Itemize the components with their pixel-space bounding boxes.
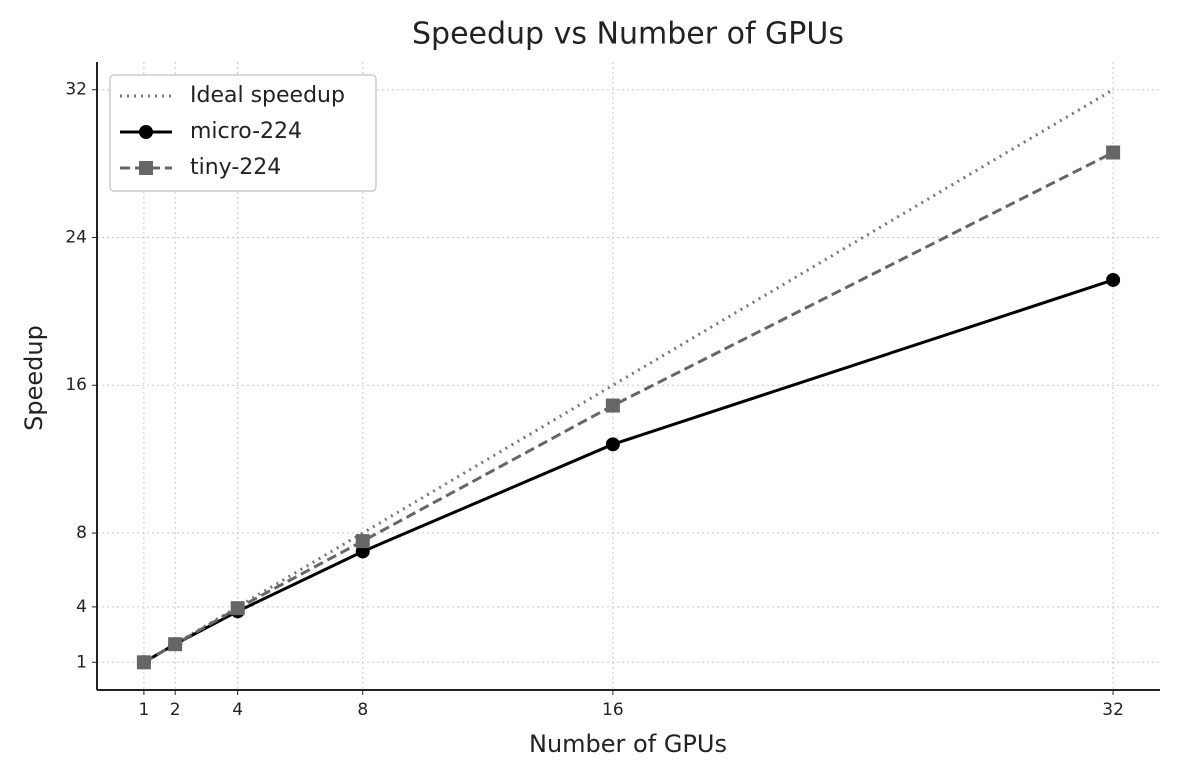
y-tick-label: 24 <box>65 227 87 247</box>
legend-label: tiny-224 <box>190 155 281 180</box>
x-tick-label: 1 <box>138 700 149 720</box>
y-axis-label: Speedup <box>20 325 48 431</box>
series-line <box>143 278 1114 664</box>
y-tick-label: 32 <box>65 80 87 100</box>
x-tick-label: 2 <box>170 700 181 720</box>
x-tick-label: 8 <box>357 700 368 720</box>
point <box>168 637 183 652</box>
point <box>605 437 620 452</box>
legend-marker <box>139 125 153 139</box>
legend-marker <box>139 161 153 175</box>
legend-label: micro-224 <box>190 119 302 144</box>
chart-title: Speedup vs Number of GPUs <box>412 17 844 52</box>
point <box>1106 145 1121 160</box>
x-axis-label: Number of GPUs <box>529 730 727 758</box>
point <box>355 534 370 549</box>
point <box>605 398 620 413</box>
point <box>136 655 151 670</box>
x-tick-label: 4 <box>232 700 243 720</box>
x-tick-label: 32 <box>1102 700 1124 720</box>
legend-box <box>109 74 377 192</box>
y-tick-label: 4 <box>76 597 87 617</box>
point <box>1106 272 1121 287</box>
y-tick-label: 16 <box>65 375 87 395</box>
y-tick-label: 8 <box>76 523 87 543</box>
legend-label: Ideal speedup <box>190 83 345 108</box>
y-tick-label: 1 <box>76 652 87 672</box>
x-tick-label: 16 <box>602 700 624 720</box>
point <box>230 601 245 616</box>
